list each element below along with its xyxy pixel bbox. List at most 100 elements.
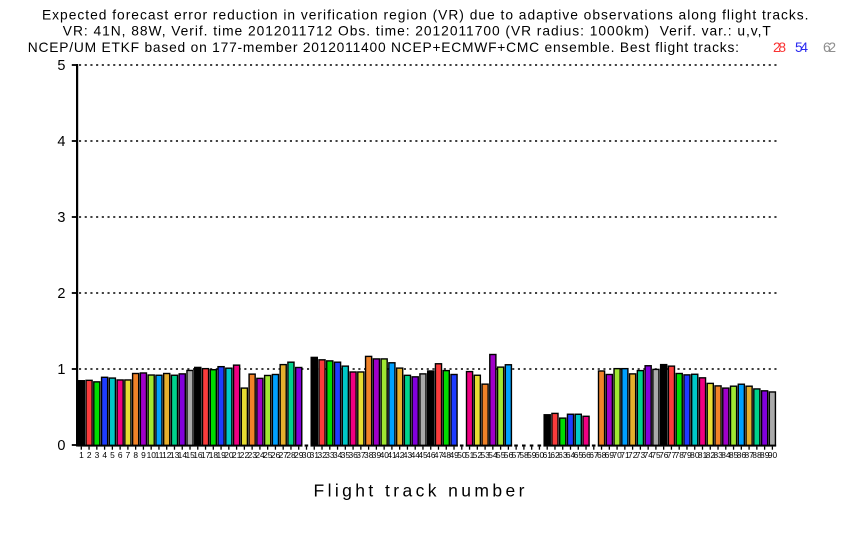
svg-text:28: 28 [286,450,296,460]
svg-text:29: 29 [294,450,304,460]
svg-text:61: 61 [543,450,553,460]
svg-text:Expected forecast error reduct: Expected forecast error reduction in ver… [42,7,808,22]
svg-text:81: 81 [698,450,708,460]
svg-text:54: 54 [795,40,808,55]
svg-text:84: 84 [721,450,731,460]
svg-text:32: 32 [317,450,327,460]
svg-text:3: 3 [95,450,100,460]
svg-text:44: 44 [411,450,421,460]
svg-text:28: 28 [773,40,786,55]
svg-text:18: 18 [209,450,219,460]
svg-text:82: 82 [706,450,716,460]
svg-text:50: 50 [457,450,467,460]
svg-text:26: 26 [271,450,281,460]
svg-text:59: 59 [527,450,537,460]
svg-text:2: 2 [87,450,92,460]
svg-text:56: 56 [504,450,514,460]
svg-text:69: 69 [605,450,615,460]
svg-text:78: 78 [675,450,685,460]
svg-text:71: 71 [620,450,630,460]
svg-text:35: 35 [341,450,351,460]
svg-text:54: 54 [488,450,498,460]
svg-text:19: 19 [217,450,227,460]
svg-text:45: 45 [418,450,428,460]
svg-text:77: 77 [667,450,677,460]
svg-text:0: 0 [57,438,65,454]
svg-text:5: 5 [110,450,115,460]
svg-text:33: 33 [325,450,335,460]
svg-text:21: 21 [232,450,242,460]
svg-text:43: 43 [403,450,413,460]
svg-text:2: 2 [57,286,65,302]
svg-text:13: 13 [170,450,180,460]
svg-text:89: 89 [760,450,770,460]
svg-text:9: 9 [141,450,146,460]
svg-text:73: 73 [636,450,646,460]
svg-text:64: 64 [566,450,576,460]
svg-text:8: 8 [133,450,138,460]
svg-text:85: 85 [729,450,739,460]
svg-text:57: 57 [512,450,522,460]
svg-text:34: 34 [333,450,343,460]
svg-text:5: 5 [57,58,65,74]
svg-text:Flight track number: Flight track number [314,481,525,501]
svg-text:52: 52 [473,450,483,460]
svg-text:39: 39 [372,450,382,460]
svg-text:67: 67 [589,450,599,460]
svg-text:55: 55 [496,450,506,460]
svg-text:68: 68 [597,450,607,460]
svg-text:42: 42 [395,450,405,460]
svg-text:1: 1 [57,362,65,378]
svg-text:23: 23 [248,450,258,460]
svg-text:10: 10 [147,450,157,460]
svg-text:22: 22 [240,450,250,460]
svg-text:87: 87 [745,450,755,460]
svg-text:53: 53 [481,450,491,460]
svg-text:36: 36 [349,450,359,460]
svg-text:83: 83 [713,450,723,460]
svg-text:20: 20 [224,450,234,460]
svg-text:4: 4 [57,134,65,150]
svg-text:80: 80 [690,450,700,460]
svg-text:17: 17 [201,450,211,460]
svg-text:47: 47 [434,450,444,460]
svg-text:66: 66 [581,450,591,460]
svg-text:75: 75 [651,450,661,460]
svg-text:88: 88 [752,450,762,460]
svg-text:79: 79 [682,450,692,460]
svg-text:46: 46 [426,450,436,460]
svg-text:3: 3 [57,210,65,226]
svg-text:65: 65 [574,450,584,460]
svg-text:NCEP/UM ETKF based on 177-memb: NCEP/UM ETKF based on 177-member 2012011… [28,40,739,55]
svg-text:74: 74 [644,450,654,460]
svg-text:37: 37 [356,450,366,460]
svg-text:30: 30 [302,450,312,460]
svg-text:40: 40 [380,450,390,460]
svg-text:27: 27 [279,450,289,460]
svg-text:14: 14 [178,450,188,460]
svg-text:70: 70 [613,450,623,460]
svg-text:25: 25 [263,450,273,460]
svg-text:4: 4 [102,450,107,460]
svg-text:VR: 41N, 88W, Verif. time 2012: VR: 41N, 88W, Verif. time 2012011712 Obs… [63,24,772,39]
svg-text:31: 31 [310,450,320,460]
svg-text:7: 7 [126,450,131,460]
svg-text:15: 15 [185,450,195,460]
svg-text:62: 62 [550,450,560,460]
svg-text:60: 60 [535,450,545,460]
svg-text:51: 51 [465,450,475,460]
svg-text:49: 49 [449,450,459,460]
svg-text:41: 41 [387,450,397,460]
svg-text:16: 16 [193,450,203,460]
svg-text:11: 11 [155,450,164,460]
svg-text:1: 1 [79,450,84,460]
svg-text:62: 62 [823,40,836,55]
svg-text:24: 24 [255,450,265,460]
svg-text:6: 6 [118,450,123,460]
svg-text:90: 90 [768,450,778,460]
svg-text:63: 63 [558,450,568,460]
svg-text:12: 12 [162,450,172,460]
svg-text:76: 76 [659,450,669,460]
svg-text:86: 86 [737,450,747,460]
svg-text:58: 58 [519,450,529,460]
